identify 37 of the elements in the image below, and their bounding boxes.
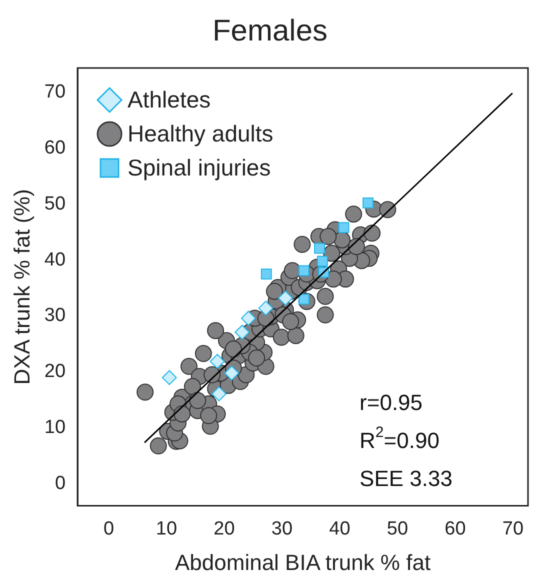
- annotation: r=0.95: [360, 390, 423, 415]
- y-tick-label: 10: [44, 417, 66, 438]
- x-axis-title: Abdominal BIA trunk % fat: [174, 550, 431, 575]
- y-tick-label: 30: [44, 305, 66, 326]
- point: [362, 197, 374, 208]
- y-tick-label: 0: [54, 473, 66, 494]
- y-axis-title: DXA trunk % fat (%): [9, 189, 34, 385]
- point: [240, 310, 256, 326]
- point: [316, 256, 328, 267]
- x-tick-label: 40: [329, 518, 350, 540]
- y-tick-label: 60: [44, 137, 66, 158]
- point: [338, 222, 350, 234]
- point: [162, 370, 177, 386]
- point: [260, 268, 272, 280]
- x-tick-label: 20: [214, 518, 235, 540]
- legend-label: Healthy adults: [128, 120, 274, 146]
- point: [210, 354, 225, 369]
- x-tick-label: 70: [502, 518, 524, 540]
- legend-label: Athletes: [128, 86, 211, 112]
- x-tick-label: 0: [103, 518, 114, 540]
- point: [224, 366, 240, 381]
- y-tick-label: 20: [44, 361, 66, 382]
- x-tick-label: 10: [156, 518, 178, 540]
- annotation: SEE 3.33: [360, 466, 452, 491]
- y-tick-label: 70: [44, 81, 66, 102]
- point: [314, 242, 325, 254]
- x-tick-label: 30: [271, 518, 293, 540]
- point: [212, 386, 227, 402]
- x-tick-label: 50: [386, 518, 408, 540]
- x-tick-label: 60: [444, 518, 466, 540]
- point: [258, 300, 274, 316]
- legend-label: Spinal injuries: [128, 154, 271, 180]
- y-tick-label: 50: [44, 193, 66, 214]
- chart-title: Females: [212, 14, 328, 48]
- point: [234, 324, 250, 340]
- point: [278, 290, 293, 306]
- y-tick-label: 40: [44, 249, 66, 270]
